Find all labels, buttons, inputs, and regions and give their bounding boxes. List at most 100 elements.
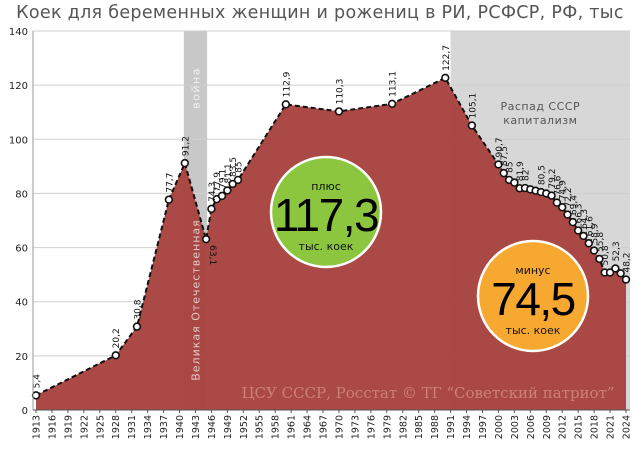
x-tick-label: 2021 xyxy=(606,415,617,439)
data-point xyxy=(217,191,227,201)
data-point xyxy=(595,254,604,264)
x-tick-label: 2006 xyxy=(526,415,537,439)
data-point xyxy=(233,175,243,185)
data-point xyxy=(31,391,41,400)
data-label: 30,8 xyxy=(133,299,143,319)
x-tick-label: 1961 xyxy=(287,415,298,439)
data-label: 105,1 xyxy=(468,93,478,119)
x-tick-label: 1946 xyxy=(207,415,218,439)
y-tick-label: 60 xyxy=(15,244,28,255)
data-label: 82 xyxy=(522,170,532,181)
x-tick-label: 2009 xyxy=(542,415,553,439)
chart-title: Коек для беременных женщин и рожениц в Р… xyxy=(16,3,624,23)
y-tick-label: 40 xyxy=(15,298,28,309)
data-point xyxy=(584,239,593,248)
data-label: 50,8 xyxy=(601,245,611,265)
data-point xyxy=(132,322,142,331)
data-label: 91,2 xyxy=(181,136,191,156)
x-tick-label: 1976 xyxy=(366,415,377,439)
collapse-subtitle: капитализм xyxy=(503,114,577,127)
war-vertical-label: Великая Отечественная xyxy=(189,219,202,381)
x-tick-label: 1928 xyxy=(111,415,122,439)
x-tick-label: 1925 xyxy=(95,415,106,439)
x-tick-label: 1979 xyxy=(382,415,393,439)
data-point xyxy=(589,246,599,255)
x-tick-label: 1931 xyxy=(127,415,138,439)
data-label: 77,9 xyxy=(213,172,223,192)
data-label: 90,7 xyxy=(495,137,505,157)
data-point xyxy=(605,268,615,277)
data-point xyxy=(621,275,631,284)
data-label: 80,5 xyxy=(537,165,547,185)
data-point xyxy=(563,210,572,219)
data-point xyxy=(223,186,232,195)
y-tick-label: 100 xyxy=(9,135,28,146)
x-tick-label: 1967 xyxy=(319,415,330,439)
data-label: 122,7 xyxy=(442,45,452,71)
data-point xyxy=(616,269,625,278)
x-tick-label: 1919 xyxy=(63,415,74,439)
x-tick-label: 1997 xyxy=(478,415,489,439)
bubble-bottom-label: тыс. коек xyxy=(299,240,354,253)
x-tick-label: 2012 xyxy=(558,415,569,439)
data-label: 77,7 xyxy=(165,173,175,193)
war-label: война xyxy=(189,67,202,109)
x-tick-label: 2000 xyxy=(494,415,505,439)
y-tick-label: 120 xyxy=(9,81,28,92)
x-tick-label: 2024 xyxy=(622,415,633,439)
data-label: 83,5 xyxy=(229,157,239,177)
data-label: 66,3 xyxy=(575,203,585,223)
data-label: 79,2 xyxy=(548,169,558,189)
data-label: 58,9 xyxy=(591,223,601,243)
data-label: 55,8 xyxy=(596,232,606,252)
x-tick-label: 1940 xyxy=(175,415,186,439)
data-point xyxy=(387,99,397,109)
data-label: 63,1 xyxy=(207,245,217,265)
x-tick-label: 2003 xyxy=(510,415,521,439)
data-point xyxy=(467,121,477,130)
data-point xyxy=(568,217,578,227)
x-tick-label: 1916 xyxy=(47,415,58,439)
data-point xyxy=(164,195,174,204)
data-point xyxy=(552,198,562,207)
x-tick-label: 1937 xyxy=(159,415,170,439)
x-tick-label: 1991 xyxy=(446,415,457,439)
data-point xyxy=(573,226,583,235)
x-tick-label: 2018 xyxy=(590,415,601,439)
y-tick-label: 140 xyxy=(9,27,28,38)
data-point xyxy=(547,191,556,200)
x-tick-label: 1970 xyxy=(334,415,345,439)
data-point xyxy=(510,178,519,187)
data-label: 52,3 xyxy=(612,241,622,261)
data-label: 81,1 xyxy=(224,163,234,183)
data-point xyxy=(441,73,450,83)
data-label: 81,9 xyxy=(516,161,526,181)
x-tick-label: 1964 xyxy=(303,415,314,439)
bubble-value: 74,5 xyxy=(491,273,575,325)
x-tick-label: 1994 xyxy=(462,415,473,439)
x-tick-label: 1958 xyxy=(271,415,282,439)
data-label: 74,9 xyxy=(559,180,569,200)
x-tick-label: 1943 xyxy=(191,415,202,439)
bubble-circle xyxy=(269,155,383,269)
x-tick-label: 1985 xyxy=(414,415,425,439)
data-label: 72,2 xyxy=(564,187,574,207)
data-point xyxy=(111,351,120,360)
data-point xyxy=(558,203,567,212)
data-point xyxy=(334,107,344,116)
data-label: 48,2 xyxy=(623,252,633,272)
data-point xyxy=(180,158,190,168)
x-tick-label: 1988 xyxy=(430,415,441,439)
data-point xyxy=(611,264,620,273)
data-label: 74,3 xyxy=(208,182,218,202)
bubble-value: 117,3 xyxy=(274,189,378,241)
x-tick-label: 1955 xyxy=(255,415,266,439)
bubble-bottom-label: тыс. коек xyxy=(506,324,561,337)
x-tick-label: 1973 xyxy=(350,415,361,439)
x-tick-label: 2015 xyxy=(574,415,585,439)
data-label: 87,5 xyxy=(500,146,510,166)
x-tick-label: 1913 xyxy=(32,415,43,439)
